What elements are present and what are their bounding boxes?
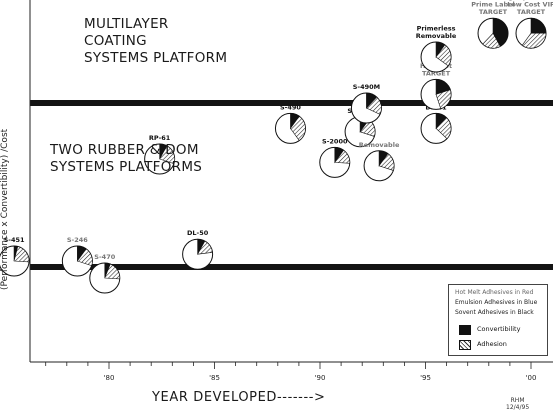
legend-label-adhesion: Adhesion [477, 340, 507, 348]
pie-rp-61: RP-61 [144, 134, 176, 175]
pie-s-2000: S-2000 [319, 137, 351, 178]
pie-label: TARGET [422, 69, 451, 77]
multilayer-title-line-1: MULTILAYER [84, 16, 169, 32]
author-stamp: RHM 12/4/95 [506, 397, 529, 411]
pie-removable: Removable [359, 141, 400, 182]
multilayer-title: MULTILAYER COATING SYSTEMS PLATFORM [84, 16, 227, 67]
pie-slice-adhesion [378, 153, 395, 171]
pie-label: S-2000 [322, 137, 348, 145]
pie-label: Removable [359, 141, 400, 149]
legend: Hot Melt Adhesives in Red Emulsion Adhes… [448, 284, 548, 356]
multilayer-title-line-2: COATING [84, 33, 147, 49]
pie-slice-adhesion [159, 145, 175, 165]
pie-label: DL-50 [187, 229, 209, 237]
pie-s-470: S-470 [89, 253, 121, 294]
pie-label: Low Cost VIP [507, 1, 553, 9]
pie-label: S-490M [353, 83, 380, 91]
author-initials: RHM [510, 397, 525, 404]
x-axis-label: YEAR DEVELOPED-------> [152, 390, 326, 405]
pie-slice-adhesion [334, 149, 351, 164]
pie-label: Removable [416, 32, 457, 40]
legend-label-convertibility: Convertibility [477, 325, 521, 333]
pie-label: RP-61 [149, 134, 171, 142]
pie-dl-50: DL-50 [182, 229, 214, 270]
band-separator-top [30, 100, 553, 106]
pie-label: S-470 [94, 253, 115, 261]
pie-slice-adhesion [435, 44, 452, 67]
pie-slice-adhesion [76, 248, 93, 267]
legend-note-solvent: Sovent Adhesives in Black [455, 309, 534, 316]
pie-s-451: S-451 [0, 236, 30, 277]
pie-slice-convertibility [530, 17, 547, 34]
legend-swatch-adhesion [459, 340, 471, 350]
x-tick-label: '90 [315, 374, 326, 382]
pie-label: Primerless [417, 25, 456, 33]
x-tick-label: '95 [420, 374, 431, 382]
legend-note-emulsion: Emulsion Adhesives in Blue [455, 299, 538, 306]
rubber-title-line-2: SYSTEMS PLATFORMS [50, 159, 203, 175]
pie-slice-adhesion [290, 115, 306, 141]
pie-slice-adhesion [435, 117, 452, 140]
rubber-title: TWO RUBBER & DOM SYSTEMS PLATFORMS [50, 142, 202, 176]
pie-slice-adhesion [365, 96, 382, 115]
rubber-title-line-1: TWO RUBBER & DOM [50, 142, 199, 158]
author-date: 12/4/95 [506, 404, 530, 411]
pie-label: TARGET [479, 8, 508, 16]
pie-slice-adhesion [521, 32, 547, 49]
pie-s-246: S-246 [61, 236, 93, 277]
x-tick-label: '85 [209, 374, 220, 382]
pie-slice-adhesion [13, 246, 30, 263]
y-axis-label: (Performance x Convertibility) /Cost [0, 128, 10, 290]
pie-label: S-490 [280, 103, 301, 111]
pie-s-490m: S-490M [350, 83, 382, 124]
pie-s-490: S-490 [274, 103, 306, 144]
multilayer-title-line-3: SYSTEMS PLATFORM [84, 50, 228, 66]
pie-label: S-451 [4, 236, 25, 244]
x-tick-label: '00 [526, 374, 537, 382]
band-separator-bottom [30, 264, 553, 270]
legend-note-hot-melt: Hot Melt Adhesives in Red [455, 289, 534, 296]
pie-slice-adhesion [482, 32, 501, 49]
pie-label: Converting [473, 0, 514, 1]
pie-slice-adhesion [104, 263, 121, 280]
pie-slice-adhesion [197, 240, 213, 255]
pie-label: Prime Label [471, 1, 514, 9]
x-tick-label: '80 [104, 374, 115, 382]
pie-label: Improved [514, 0, 549, 1]
pie-slice-convertibility [492, 17, 509, 47]
pie-label: S-246 [67, 236, 88, 244]
legend-swatch-convertibility [459, 325, 471, 335]
pie-label: TARGET [517, 8, 546, 16]
pie-slice-adhesion [435, 89, 452, 110]
